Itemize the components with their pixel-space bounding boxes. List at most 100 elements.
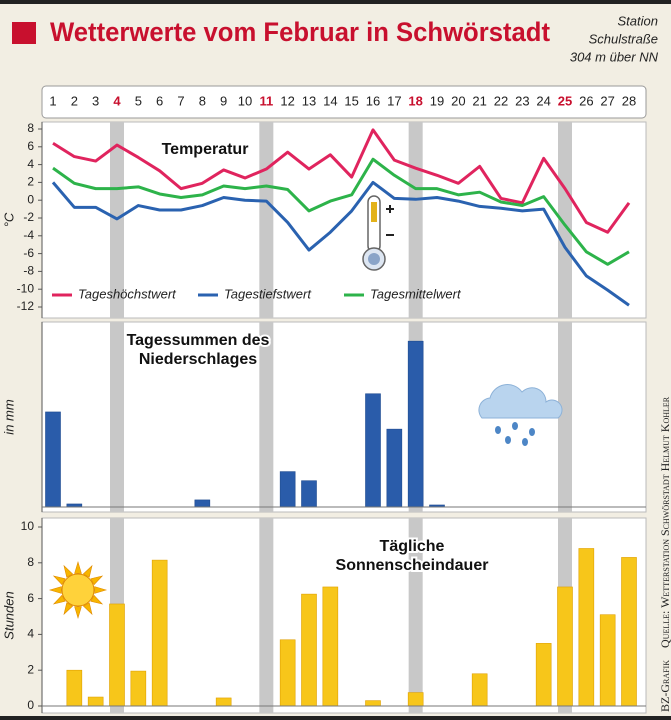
y-tick-label: 6 [27, 139, 34, 153]
y-tick-label: -4 [23, 228, 34, 242]
y-axis-label: in mm [1, 399, 16, 435]
title: Wetterwerte vom Februar in Schwörstadt [50, 17, 550, 47]
panel-title: Sonnenscheindauer [336, 557, 489, 574]
day-label: 22 [494, 93, 508, 108]
day-label: 20 [451, 93, 465, 108]
day-label: 14 [323, 93, 337, 108]
sun-ray [74, 560, 82, 574]
panel-title: Tägliche [380, 538, 445, 555]
temperature-line [52, 128, 631, 234]
legend-label: Tageshöchstwert [78, 286, 177, 301]
y-tick-label: 0 [27, 698, 34, 712]
title-square [12, 22, 36, 44]
sun-ray [63, 602, 74, 616]
top-rule [0, 0, 671, 4]
day-label: 4 [113, 93, 121, 108]
y-axis-label: °C [1, 212, 16, 227]
station-line: Schulstraße [589, 31, 658, 46]
bar [109, 603, 125, 707]
sun-ray [90, 594, 104, 605]
day-label: 6 [156, 93, 163, 108]
day-label: 15 [344, 93, 358, 108]
y-tick-label: 4 [27, 627, 34, 641]
icons [48, 195, 563, 620]
bar [407, 340, 424, 508]
weekend-band [408, 122, 423, 318]
y-tick-label: -6 [23, 246, 34, 260]
bar [621, 557, 637, 707]
bar [279, 639, 296, 707]
day-label: 13 [302, 93, 316, 108]
day-label: 26 [579, 93, 593, 108]
y-tick-label: 4 [27, 157, 34, 171]
temperature-line [51, 180, 630, 307]
bar [578, 548, 595, 707]
sun-ray [82, 564, 93, 578]
legend-label: Tagesmittelwert [370, 286, 462, 301]
y-tick-label: -10 [17, 281, 35, 295]
sun-ray [63, 564, 74, 578]
y-tick-label: 0 [27, 192, 34, 206]
bar [535, 643, 552, 707]
weekend-band [408, 518, 423, 713]
y-tick-label: 2 [27, 662, 34, 676]
bar [215, 697, 232, 707]
bar [365, 700, 381, 707]
day-label: 17 [387, 93, 401, 108]
day-label: 10 [238, 93, 252, 108]
raindrop [522, 438, 528, 446]
day-label: 18 [408, 93, 422, 108]
bar [407, 692, 424, 707]
sun-ray [90, 575, 104, 586]
day-label: 3 [92, 93, 99, 108]
panel-title: Tagessummen des [127, 332, 270, 349]
raindrop [529, 428, 535, 436]
day-label: 9 [220, 93, 227, 108]
bar [557, 586, 573, 707]
day-label: 12 [280, 93, 294, 108]
cloud [478, 384, 563, 419]
weekend-band [110, 322, 124, 512]
y-tick-label: 8 [27, 555, 34, 569]
bar [130, 670, 147, 707]
y-tick-label: 6 [27, 591, 34, 605]
bar [279, 471, 296, 508]
sun-ray [74, 606, 82, 620]
bar [87, 696, 104, 707]
y-tick-label: -12 [17, 299, 35, 313]
day-label: 7 [177, 93, 184, 108]
sun [61, 573, 95, 607]
y-tick-label: -2 [23, 210, 34, 224]
day-label: 1 [49, 93, 56, 108]
credit-agency: BZ-Grafik [658, 660, 671, 712]
y-tick-label: 8 [27, 121, 34, 135]
day-label: 16 [366, 93, 380, 108]
y-tick-label: 10 [21, 519, 35, 533]
bar [301, 593, 317, 707]
day-label: 21 [472, 93, 486, 108]
bar [365, 393, 381, 508]
sun-ray [82, 602, 93, 616]
bar [471, 673, 488, 707]
bar [151, 559, 168, 707]
station-line: Station [618, 13, 658, 28]
day-label: 5 [135, 93, 142, 108]
temperature-line [52, 157, 630, 266]
sun-ray [94, 586, 108, 594]
weekend-band [558, 322, 572, 512]
bar [599, 614, 616, 707]
raindrop [505, 436, 511, 444]
y-tick-label: -8 [23, 264, 34, 278]
thermometer-scale [371, 202, 377, 222]
day-label: 28 [622, 93, 636, 108]
bar [45, 411, 61, 508]
raindrop [512, 422, 518, 430]
bar [66, 669, 83, 707]
bar [301, 480, 317, 508]
y-axis-label: Stunden [1, 591, 16, 639]
bottom-rule [0, 716, 671, 720]
day-label: 2 [71, 93, 78, 108]
day-label: 19 [430, 93, 444, 108]
bar [386, 428, 403, 508]
